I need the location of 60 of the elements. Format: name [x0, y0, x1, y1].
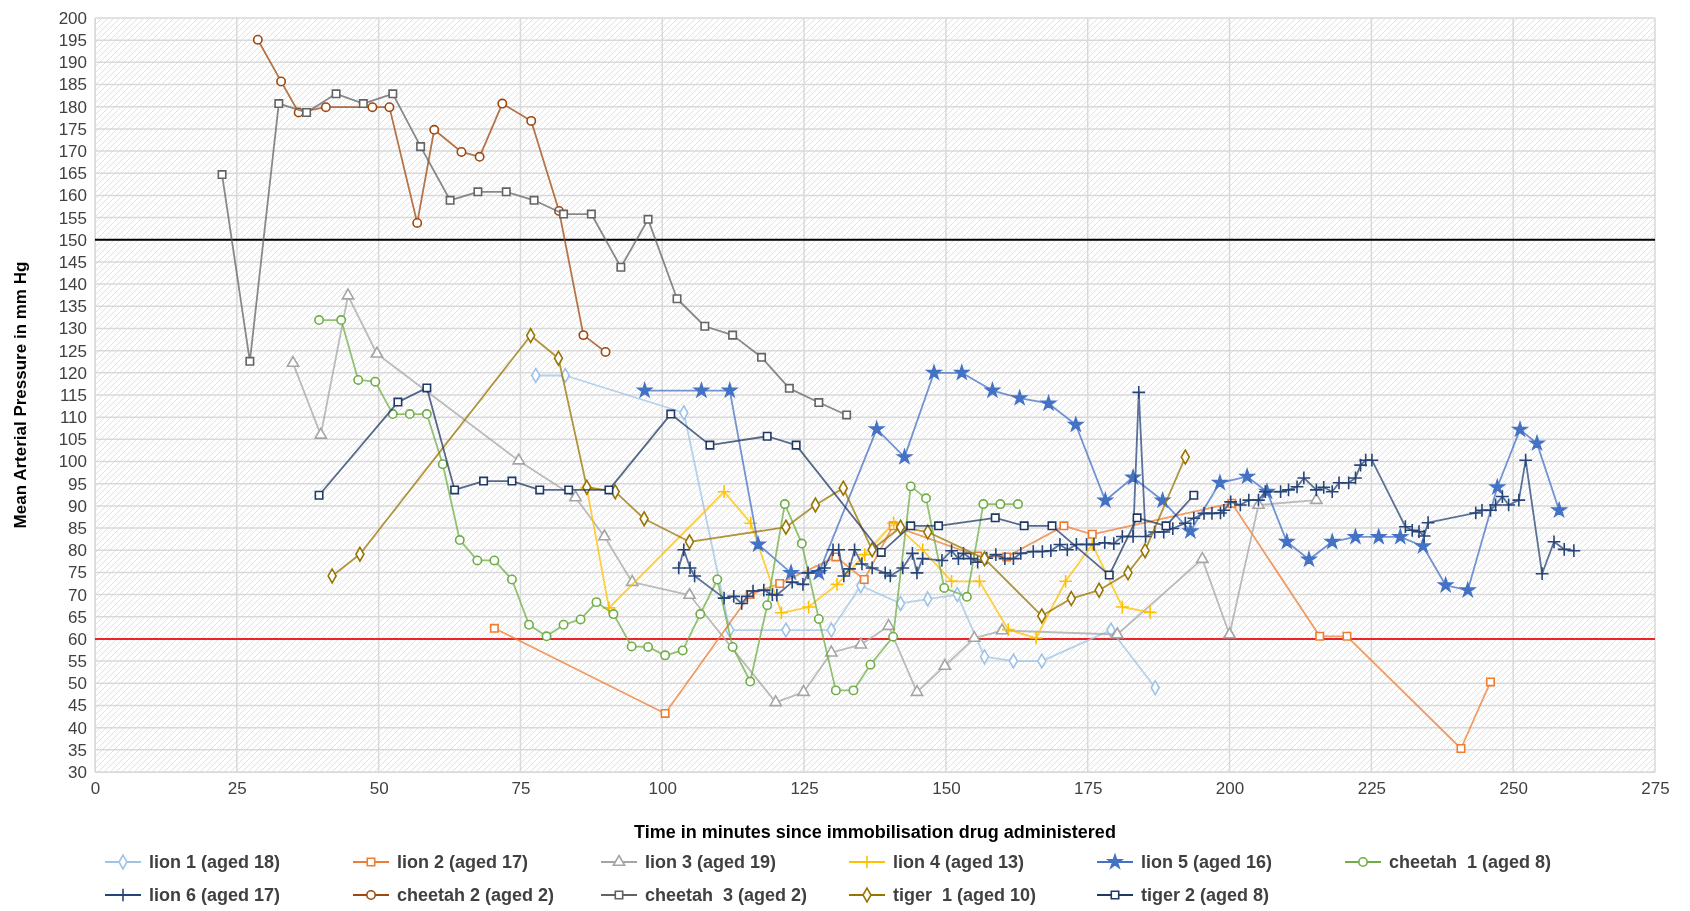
legend-label: lion 1 (aged 18) [149, 852, 281, 872]
y-tick-label: 60 [68, 629, 87, 649]
y-tick-label: 175 [58, 119, 87, 139]
y-tick-label: 135 [58, 297, 87, 317]
y-tick-label: 45 [68, 696, 87, 716]
y-tick-label: 200 [58, 8, 87, 28]
x-tick-label: 225 [1357, 779, 1387, 799]
legend-label: lion 6 (aged 17) [149, 885, 281, 905]
legend-label: lion 2 (aged 17) [397, 852, 529, 872]
legend-label: tiger 1 (aged 10) [893, 885, 1037, 905]
y-tick-label: 110 [59, 408, 87, 428]
legend-label: cheetah 1 (aged 8) [1389, 852, 1552, 872]
y-tick-label: 75 [68, 563, 87, 583]
legend-label: lion 5 (aged 16) [1141, 852, 1273, 872]
y-tick-label: 120 [58, 363, 87, 383]
y-tick-label: 70 [68, 585, 87, 605]
y-tick-label: 160 [58, 186, 87, 206]
y-tick-label: 50 [68, 674, 87, 694]
y-tick-label: 185 [58, 75, 87, 95]
x-tick-label: 175 [1074, 779, 1103, 799]
y-tick-label: 115 [59, 385, 87, 405]
y-tick-label: 170 [58, 142, 87, 161]
x-tick-label: 0 [90, 779, 101, 799]
y-tick-label: 55 [68, 652, 87, 672]
legend-label: cheetah 3 (aged 2) [645, 885, 808, 905]
x-tick-label: 25 [227, 779, 247, 799]
y-tick-label: 190 [58, 53, 87, 73]
x-tick-label: 200 [1215, 779, 1245, 799]
y-tick-label: 150 [58, 230, 87, 250]
y-tick-label: 155 [58, 208, 87, 228]
x-tick-label: 50 [369, 779, 389, 799]
y-tick-label: 65 [68, 607, 87, 627]
y-tick-label: 140 [58, 275, 87, 295]
y-tick-label: 80 [68, 541, 87, 561]
y-tick-label: 40 [68, 718, 87, 738]
y-axis-title: Mean Arterial Pressure in mm Hg [11, 261, 30, 529]
x-tick-label: 250 [1499, 779, 1528, 799]
y-tick-label: 90 [68, 496, 87, 516]
legend-label: lion 4 (aged 13) [893, 852, 1025, 872]
x-tick-label: 275 [1641, 779, 1670, 799]
legend-label: tiger 2 (aged 8) [1141, 885, 1270, 905]
y-tick-label: 125 [58, 341, 87, 361]
y-tick-label: 85 [68, 519, 87, 538]
y-tick-label: 130 [58, 319, 87, 339]
x-tick-label: 125 [790, 779, 819, 799]
y-tick-label: 30 [68, 762, 87, 782]
legend-label: cheetah 2 (aged 2) [397, 885, 555, 905]
y-tick-label: 195 [58, 31, 87, 51]
y-tick-label: 180 [58, 97, 87, 117]
y-tick-label: 165 [58, 164, 87, 184]
legend-label: lion 3 (aged 19) [645, 852, 777, 872]
x-tick-label: 150 [932, 779, 961, 799]
x-tick-label: 75 [511, 779, 531, 799]
y-tick-label: 95 [68, 474, 87, 494]
x-axis-title: Time in minutes since immobilisation drug administered [634, 822, 1116, 842]
y-tick-label: 105 [58, 430, 87, 450]
y-tick-label: 35 [68, 740, 87, 760]
y-tick-label: 100 [58, 452, 87, 472]
x-tick-label: 100 [648, 779, 677, 799]
y-tick-label: 145 [58, 252, 87, 272]
